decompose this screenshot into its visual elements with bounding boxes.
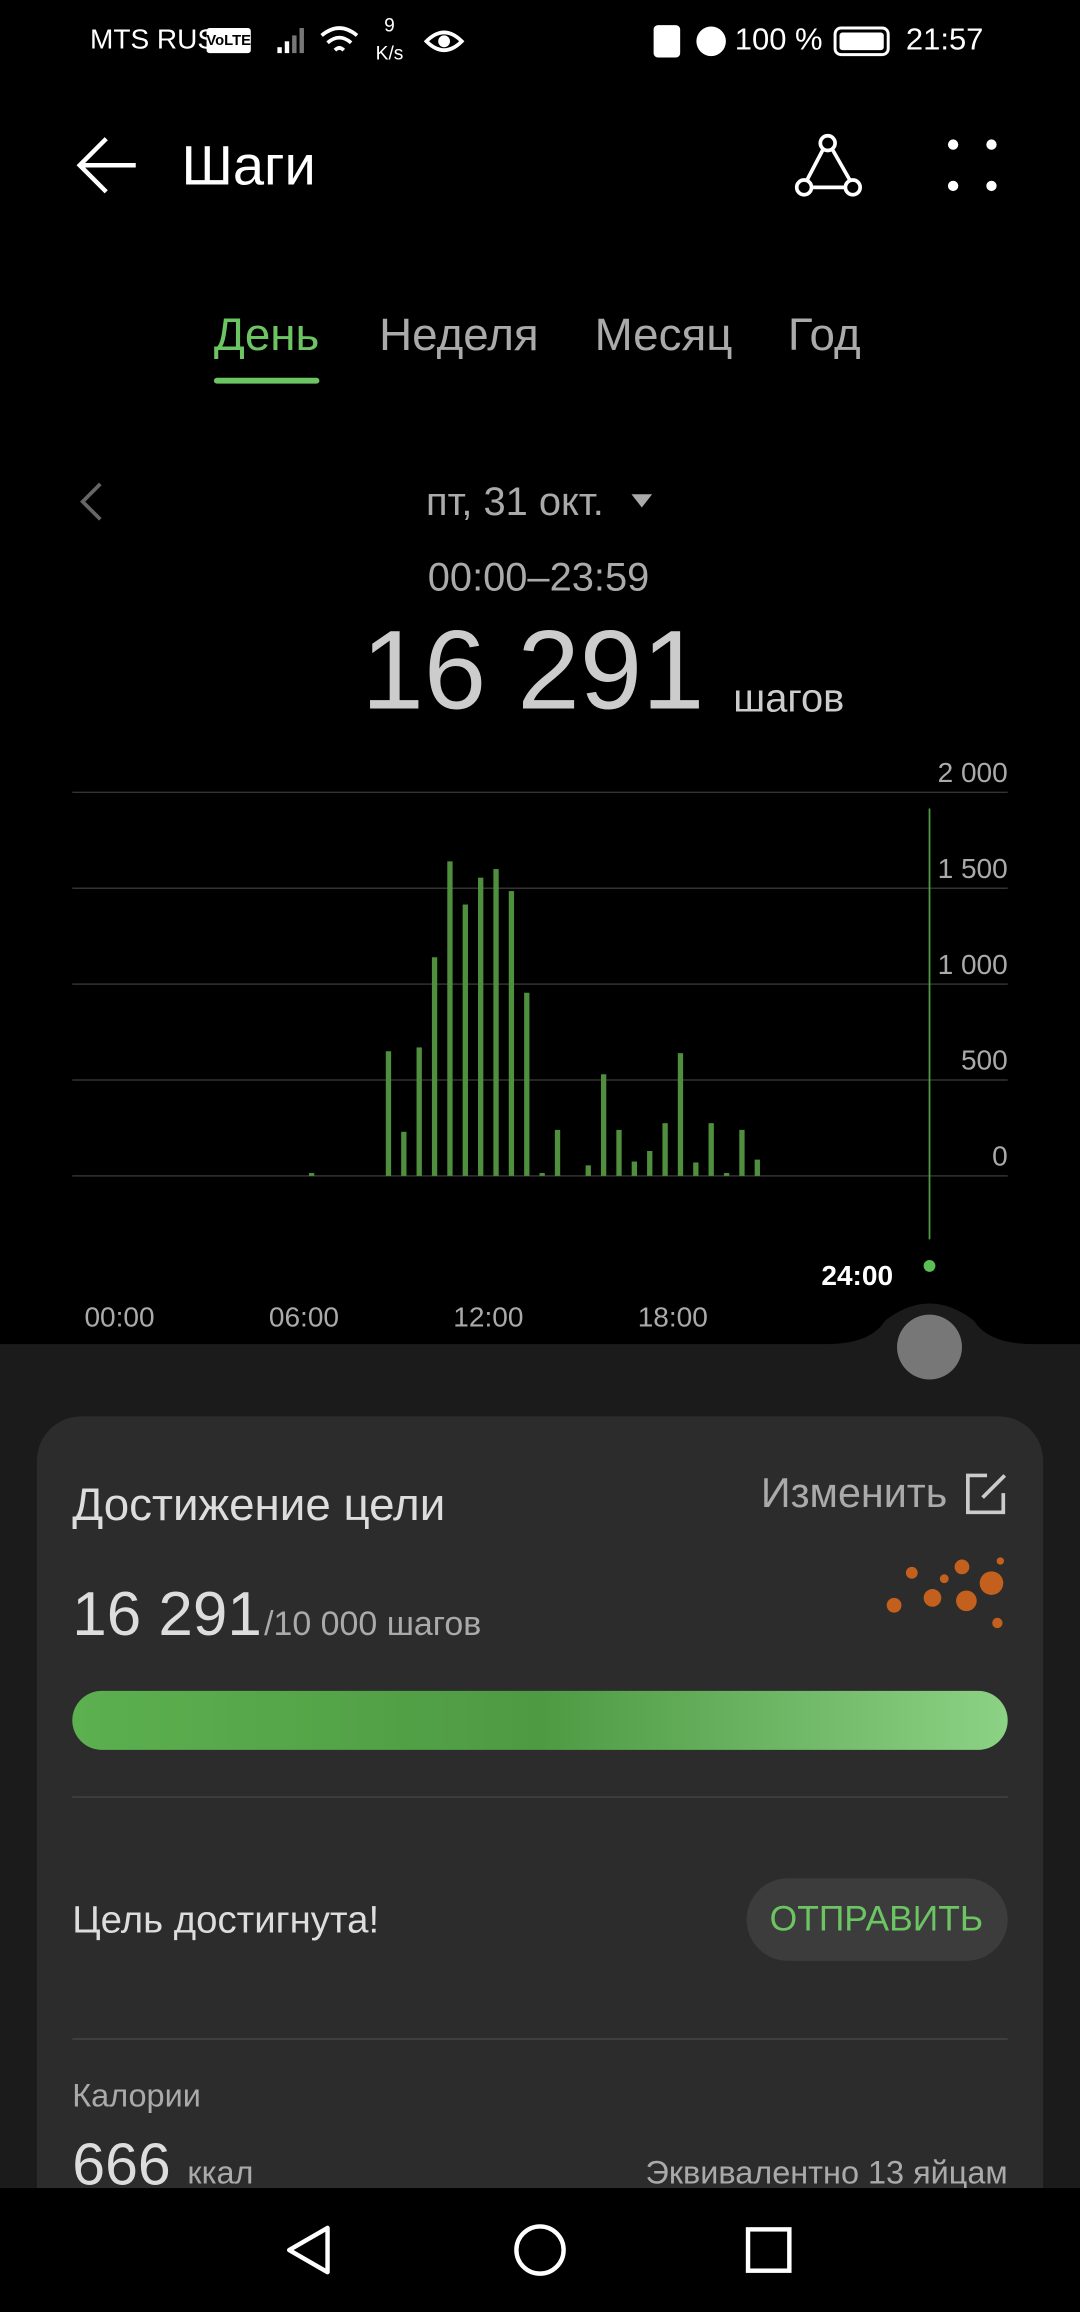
goal-value: 16 291 xyxy=(72,1580,261,1649)
net-speed-unit: K/s xyxy=(376,44,404,65)
goal-title: Достижение цели xyxy=(72,1479,445,1530)
more-button[interactable] xyxy=(947,139,997,192)
battery-level xyxy=(839,32,884,51)
y-tick-label: 500 xyxy=(961,1045,1008,1076)
nfc-icon xyxy=(653,25,681,58)
nav-bar xyxy=(0,2188,1080,2312)
calories-equivalent: Эквивалентно 13 яйцам xyxy=(646,2154,1008,2190)
bar xyxy=(493,869,499,1176)
x-tick-label: 18:00 xyxy=(638,1301,708,1332)
bar xyxy=(447,861,453,1176)
goal-target: /10 000 шагов xyxy=(264,1605,481,1643)
page-title: Шаги xyxy=(181,133,315,196)
back-button[interactable] xyxy=(76,137,136,194)
date-dropdown[interactable] xyxy=(631,494,653,508)
time-range: 00:00–23:59 xyxy=(428,555,649,599)
bar xyxy=(462,904,468,1176)
bar xyxy=(385,1051,392,1176)
volte-badge xyxy=(206,28,251,54)
clock: 21:57 xyxy=(906,21,983,56)
bar xyxy=(723,1173,730,1176)
bar xyxy=(585,1165,591,1176)
bar xyxy=(708,1123,714,1176)
bar xyxy=(600,1074,607,1176)
tabs: День Неделя Месяц Год xyxy=(213,309,861,384)
net-speed: 9 xyxy=(384,16,395,37)
bar xyxy=(401,1131,407,1176)
decor-dots xyxy=(886,1557,1005,1629)
y-tick-label: 1 500 xyxy=(938,853,1008,884)
route-button[interactable] xyxy=(794,133,863,197)
edit-goal[interactable]: Изменить xyxy=(761,1470,947,1516)
goal-status: Цель достигнута! xyxy=(72,1899,379,1942)
goal-card xyxy=(36,1416,1044,2312)
bar xyxy=(431,957,438,1176)
bar xyxy=(616,1129,622,1176)
total-steps: 16 291 xyxy=(361,606,704,732)
calories-unit: ккал xyxy=(187,2154,253,2190)
bar xyxy=(693,1162,699,1176)
y-tick-label: 2 000 xyxy=(938,757,1008,788)
bar xyxy=(739,1129,745,1176)
calories-label: Калории xyxy=(72,2078,201,2114)
total-unit: шагов xyxy=(733,676,844,720)
y-tick-label: 0 xyxy=(992,1141,1008,1172)
wifi-icon xyxy=(320,26,359,52)
bar xyxy=(308,1173,315,1176)
bar xyxy=(662,1123,668,1176)
time-slider[interactable] xyxy=(897,1314,962,1380)
bar xyxy=(631,1161,638,1176)
tab-indicator xyxy=(213,377,320,384)
battery-icon xyxy=(833,26,890,57)
x-tick-label: 06:00 xyxy=(269,1301,339,1332)
bar xyxy=(416,1047,422,1176)
goal-progress xyxy=(72,1690,1008,1750)
bar xyxy=(524,992,530,1176)
date[interactable]: пт, 31 окт. xyxy=(426,480,604,524)
eye-icon xyxy=(423,30,465,52)
now-label: 24:00 xyxy=(821,1260,893,1291)
signal-icon xyxy=(277,28,304,54)
bar xyxy=(508,891,515,1176)
edit-icon[interactable] xyxy=(966,1473,1007,1515)
tab[interactable]: Год xyxy=(788,309,861,360)
bar xyxy=(478,877,484,1176)
nav-home[interactable] xyxy=(514,2224,566,2276)
bar xyxy=(754,1159,760,1176)
prev-day[interactable] xyxy=(80,482,102,521)
tab[interactable]: Месяц xyxy=(595,309,733,360)
nav-recent[interactable] xyxy=(745,2227,792,2273)
nav-back[interactable] xyxy=(286,2225,330,2275)
battery-percent: 100 % xyxy=(735,21,823,56)
now-dot xyxy=(923,1260,936,1272)
tab[interactable]: День xyxy=(214,309,319,360)
tab[interactable]: Неделя xyxy=(379,309,538,360)
bar xyxy=(554,1129,561,1176)
x-tick-label: 00:00 xyxy=(84,1301,154,1332)
y-tick-label: 1 000 xyxy=(938,949,1008,980)
steps-chart: 0 500 1 000 1 500 2 000 00:00 06:00 12:00 18:00 2… xyxy=(72,757,1008,1332)
send-label[interactable]: ОТПРАВИТЬ xyxy=(770,1898,983,1938)
volte: VoLTE xyxy=(206,33,251,49)
send-button[interactable] xyxy=(746,1878,1008,1961)
calories-value: 666 xyxy=(72,2131,170,2197)
bar xyxy=(647,1150,653,1176)
bar xyxy=(677,1053,684,1176)
carrier: MTS RUS xyxy=(90,24,216,55)
bar xyxy=(539,1173,545,1176)
x-tick-label: 12:00 xyxy=(453,1301,523,1332)
alarm-icon xyxy=(696,26,726,57)
